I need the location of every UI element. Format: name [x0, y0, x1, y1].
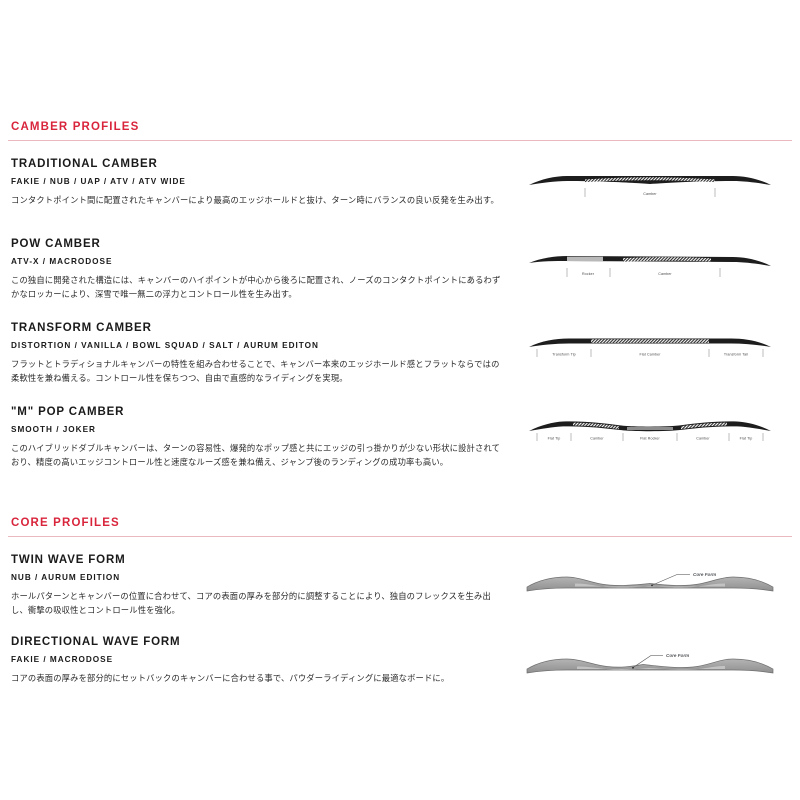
segment-label-rocker: Rocker — [582, 272, 595, 276]
diagram-twin-wave-form: Core Form — [508, 553, 792, 615]
entry-description: この独自に開発された構造には、キャンバーのハイポイントが中心から後ろに配置され、… — [11, 275, 501, 299]
section-rule-core — [8, 536, 792, 537]
section-rule-camber — [8, 140, 792, 141]
entry-description: ホールパターンとキャンバーの位置に合わせて、コアの表面の厚みを部分的に調整するこ… — [11, 591, 491, 615]
entry-title: "M" POP CAMBER — [11, 406, 125, 418]
flat-camber-zone-hatch — [591, 339, 709, 343]
spacer — [8, 537, 792, 553]
entry-title: DIRECTIONAL WAVE FORM — [11, 636, 181, 648]
segment-label-transform-tip: Transform Tip — [552, 353, 576, 357]
core-profile-svg: Core Form — [526, 572, 774, 592]
camber-zone-hatch — [585, 177, 715, 183]
entry-m-pop-camber: "M" POP CAMBER SMOOTH / JOKER このハイブリッドダブ… — [8, 405, 792, 469]
callout-anchor-dot — [651, 584, 653, 587]
segment-label-flat-tip-right: Flat Tip — [740, 437, 753, 441]
entry-twin-wave-form: TWIN WAVE FORM NUB / AURUM EDITION ホールパタ… — [8, 553, 792, 617]
entry-description: コンタクトポイント間に配置されたキャンバーにより最高のエッジホールドと抜け、ター… — [11, 195, 499, 205]
spacer — [8, 217, 792, 237]
section-camber-profiles: CAMBER PROFILES — [8, 118, 792, 141]
entry-models: DISTORTION / VANILLA / BOWL SQUAD / SALT… — [11, 341, 319, 350]
callout-leader-line — [651, 574, 678, 586]
entry-directional-wave-form: DIRECTIONAL WAVE FORM FAKIE / MACRODOSE … — [8, 635, 792, 697]
entry-text-block: TWIN WAVE FORM NUB / AURUM EDITION ホールパタ… — [8, 553, 508, 617]
camber-zone-hatch — [623, 257, 711, 262]
spacer — [8, 141, 792, 157]
entry-models: FAKIE / NUB / UAP / ATV / ATV WIDE — [11, 177, 186, 186]
camber-profile-svg: Camber — [529, 176, 771, 197]
diagram-m-pop-camber: Flat Tip Camber Flat Rocker Camber Flat … — [508, 405, 792, 459]
diagram-transform-camber: Transform Tip Flat Camber Transform Tail — [508, 321, 792, 375]
entry-description: フラットとトラディショナルキャンバーの特性を組み合わせることで、キャンバー本来の… — [11, 359, 500, 383]
spacer — [8, 385, 792, 405]
segment-label-camber-left: Camber — [590, 437, 604, 441]
camber-profile-svg: Flat Tip Camber Flat Rocker Camber Flat … — [529, 421, 771, 441]
board-core-silhouette — [526, 576, 774, 592]
section-core-profiles: CORE PROFILES — [8, 514, 792, 537]
segment-label-transform-tail: Transform Tail — [724, 353, 748, 357]
camber-profile-svg: Rocker Camber — [529, 256, 771, 277]
section-title-core: CORE PROFILES — [11, 517, 120, 529]
spacer — [8, 301, 792, 321]
entry-pow-camber: POW CAMBER ATV-X / MACRODOSE この独自に開発された構… — [8, 237, 792, 301]
entry-traditional-camber: TRADITIONAL CAMBER FAKIE / NUB / UAP / A… — [8, 157, 792, 217]
camber-profile-svg: Transform Tip Flat Camber Transform Tail — [529, 338, 771, 357]
core-callout-label: Core Form — [693, 572, 716, 577]
rocker-zone — [567, 256, 603, 262]
section-title-camber: CAMBER PROFILES — [11, 121, 140, 133]
entry-title: TWIN WAVE FORM — [11, 554, 126, 566]
callout-leader-line — [632, 655, 652, 668]
entry-description: このハイブリッドダブルキャンバーは、ターンの容易性、爆発的なポップ感と共にエッジ… — [11, 443, 501, 467]
segment-label-camber: Camber — [643, 192, 657, 196]
diagram-directional-wave-form: Core Form — [508, 635, 792, 697]
flat-rocker-zone — [627, 427, 673, 430]
entry-title: POW CAMBER — [11, 238, 101, 250]
entry-text-block: "M" POP CAMBER SMOOTH / JOKER このハイブリッドダブ… — [8, 405, 508, 469]
entry-models: NUB / AURUM EDITION — [11, 573, 121, 582]
entry-title: TRANSFORM CAMBER — [11, 322, 152, 334]
board-silhouette — [529, 176, 771, 185]
entry-text-block: TRANSFORM CAMBER DISTORTION / VANILLA / … — [8, 321, 508, 385]
entry-description: コアの表面の厚みを部分的にセットバックのキャンバーに合わせる事で、パウダーライデ… — [11, 673, 450, 683]
entry-text-block: DIRECTIONAL WAVE FORM FAKIE / MACRODOSE … — [8, 635, 508, 685]
top-spacer — [8, 0, 792, 118]
camber-zone-right — [681, 422, 727, 430]
core-band — [575, 583, 725, 588]
segment-label-flat-tip-left: Flat Tip — [548, 437, 561, 441]
segment-label-flat-camber: Flat Camber — [639, 353, 661, 357]
board-core-silhouette — [526, 658, 774, 674]
entry-title: TRADITIONAL CAMBER — [11, 158, 158, 170]
diagram-pow-camber: Rocker Camber — [508, 237, 792, 297]
spacer — [8, 469, 792, 514]
spacer — [8, 617, 792, 635]
segment-label-camber-right: Camber — [696, 437, 710, 441]
entry-models: FAKIE / MACRODOSE — [11, 655, 114, 664]
core-callout-label: Core Form — [666, 653, 689, 658]
diagram-traditional-camber: Camber — [508, 157, 792, 217]
entry-models: SMOOTH / JOKER — [11, 425, 96, 434]
entry-text-block: TRADITIONAL CAMBER FAKIE / NUB / UAP / A… — [8, 157, 508, 207]
entry-text-block: POW CAMBER ATV-X / MACRODOSE この独自に開発された構… — [8, 237, 508, 301]
core-profile-svg: Core Form — [526, 653, 774, 674]
segment-label-flat-rocker: Flat Rocker — [640, 437, 660, 441]
entry-transform-camber: TRANSFORM CAMBER DISTORTION / VANILLA / … — [8, 321, 792, 385]
callout-anchor-dot — [632, 666, 634, 669]
segment-label-camber: Camber — [658, 272, 672, 276]
entry-models: ATV-X / MACRODOSE — [11, 257, 113, 266]
camber-zone-left — [573, 422, 619, 430]
